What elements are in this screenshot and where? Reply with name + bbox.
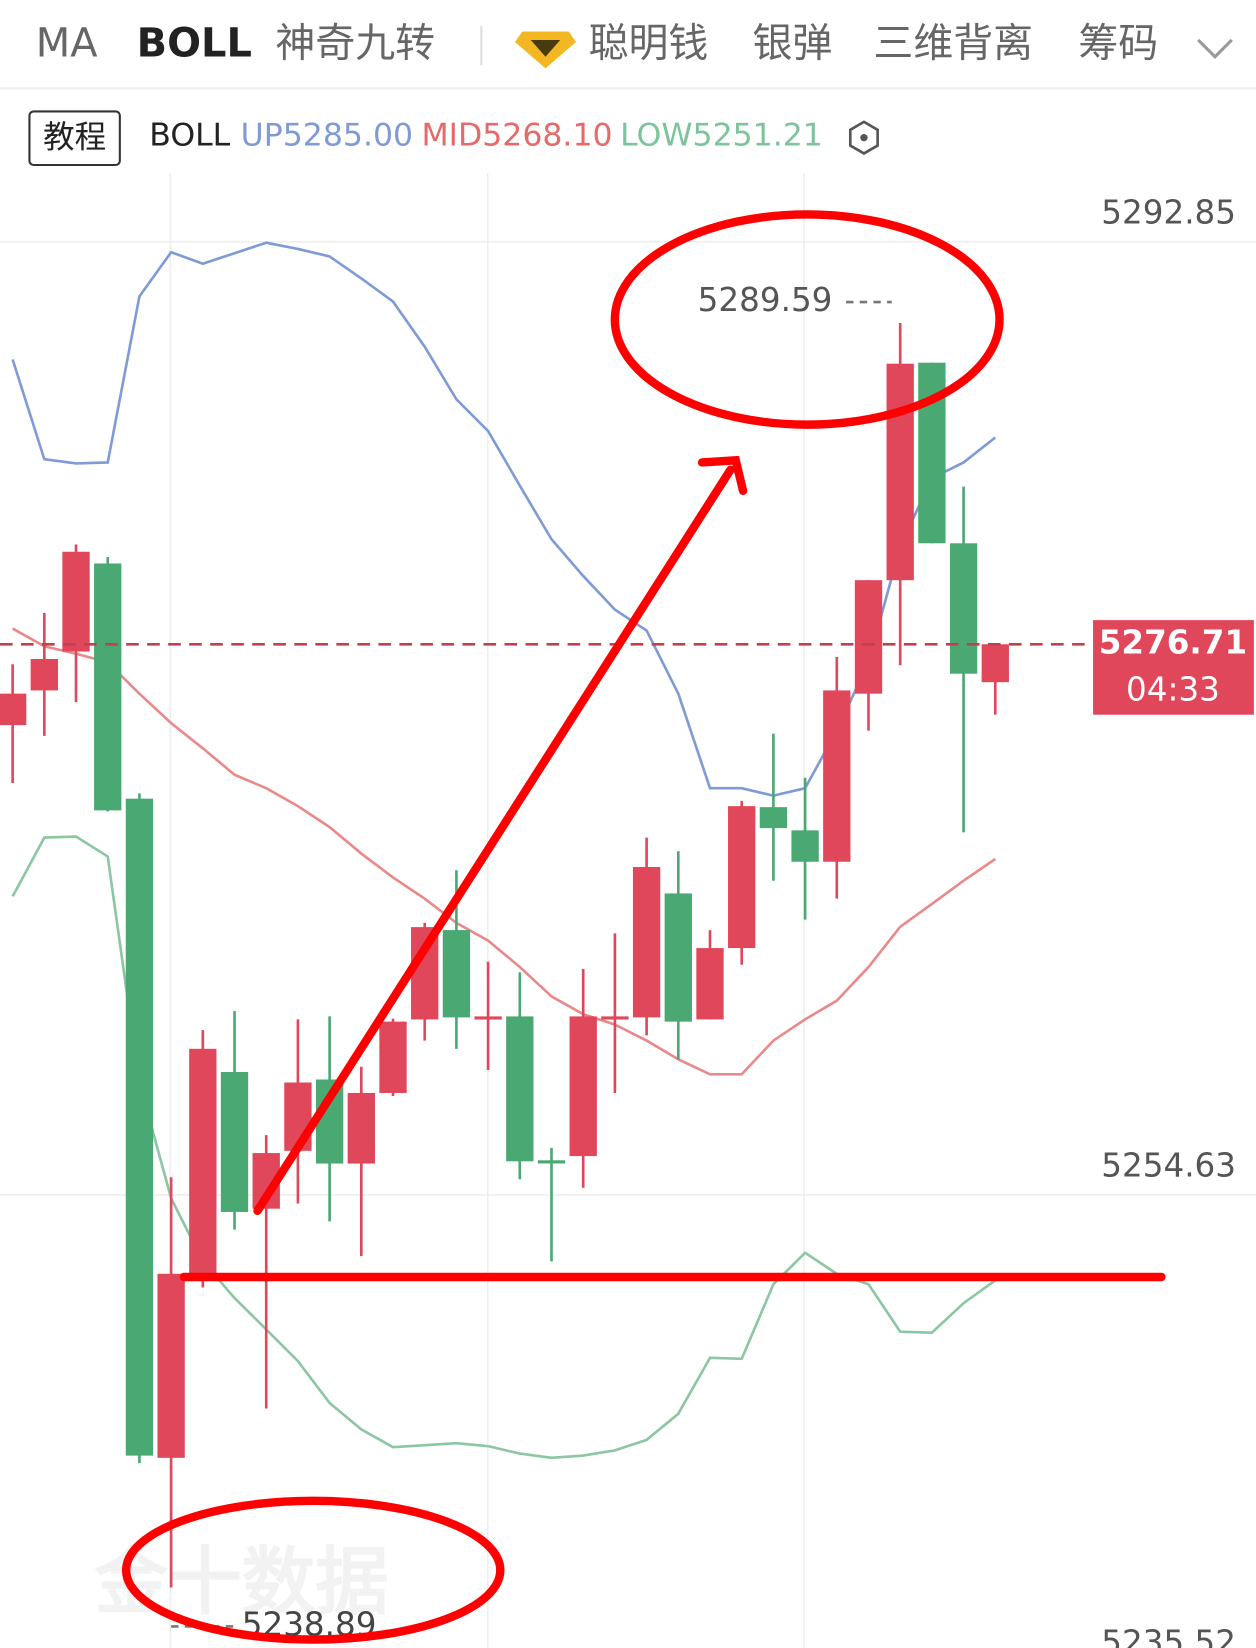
tab[interactable]: 银弹	[753, 21, 833, 67]
tab[interactable]: 神奇九转	[275, 21, 435, 67]
settings-icon-dot	[860, 134, 868, 142]
candle-body	[0, 693, 27, 726]
legend-up: UP5285.00	[241, 118, 413, 154]
candle-body	[379, 1021, 407, 1093]
candle-body	[664, 893, 692, 1022]
candle-body	[94, 563, 122, 811]
plot: 5235.525254.635292.855289.595238.895276.…	[0, 193, 1256, 1648]
candle-body	[696, 948, 724, 1020]
tab-bar: MA BOLL 神奇九转 聪明钱 银弹 三维背离 筹码峰	[0, 0, 1256, 90]
candle-body	[474, 1016, 502, 1020]
candle-body	[601, 1016, 629, 1020]
y-tick-label: 5254.63	[1101, 1147, 1236, 1185]
candle-body	[347, 1092, 375, 1164]
button-label[interactable]: 教程	[43, 120, 106, 156]
diamond-icon	[515, 31, 576, 69]
y-tick-label: 5235.52	[1101, 1623, 1236, 1648]
candle-body	[949, 543, 978, 674]
candle-body	[791, 830, 819, 862]
candle-body	[918, 362, 946, 544]
legend-mid: MID5268.10	[421, 118, 612, 154]
candle-body	[569, 1016, 597, 1157]
tab-active[interactable]: BOLL	[137, 21, 252, 67]
settings-icon[interactable]	[848, 120, 879, 155]
candle-body	[854, 580, 883, 694]
legend: 教程 BOLL UP5285.00 MID5268.10 LOW5251.21	[28, 110, 879, 167]
tab[interactable]: 三维背离	[873, 21, 1033, 67]
expand-icon[interactable]	[1197, 38, 1233, 59]
candle-body	[125, 798, 154, 1456]
legend-low: LOW5251.21	[620, 118, 823, 154]
candle-body	[157, 1273, 185, 1458]
y-tick-label: 5292.85	[1101, 193, 1236, 231]
candle-body	[759, 807, 788, 829]
candle-body	[506, 1016, 534, 1162]
watermark: 金十数据	[95, 1540, 389, 1625]
candle-body	[537, 1160, 566, 1164]
arrow	[253, 465, 735, 1215]
candle-body	[30, 658, 58, 691]
annotations	[121, 210, 1166, 1644]
last-price-label: 5276.71	[1099, 623, 1247, 661]
button[interactable]	[28, 110, 121, 167]
v-grid	[169, 173, 805, 1648]
last-price-box	[1093, 620, 1254, 715]
tab[interactable]: 聪明钱	[589, 21, 709, 67]
fade	[1156, 0, 1256, 89]
candle-body	[62, 551, 90, 652]
candle-body	[886, 363, 914, 581]
candle-body	[823, 690, 851, 862]
indicator-name: BOLL	[149, 118, 230, 154]
boll-line	[11, 835, 997, 1460]
arrow-head	[697, 455, 748, 496]
tab[interactable]: MA	[36, 21, 98, 67]
candle-body	[632, 867, 661, 1018]
circle-mark	[610, 210, 1004, 429]
countdown-label: 04:33	[1126, 671, 1220, 709]
candle-body	[220, 1072, 249, 1212]
candle-body	[442, 930, 471, 1018]
candle-body	[189, 1048, 217, 1274]
circle-mark	[121, 1496, 505, 1644]
candle-body	[981, 644, 1009, 683]
high-label: 5289.59	[698, 281, 833, 319]
boll-line	[11, 627, 997, 1076]
candle-body	[728, 806, 756, 949]
